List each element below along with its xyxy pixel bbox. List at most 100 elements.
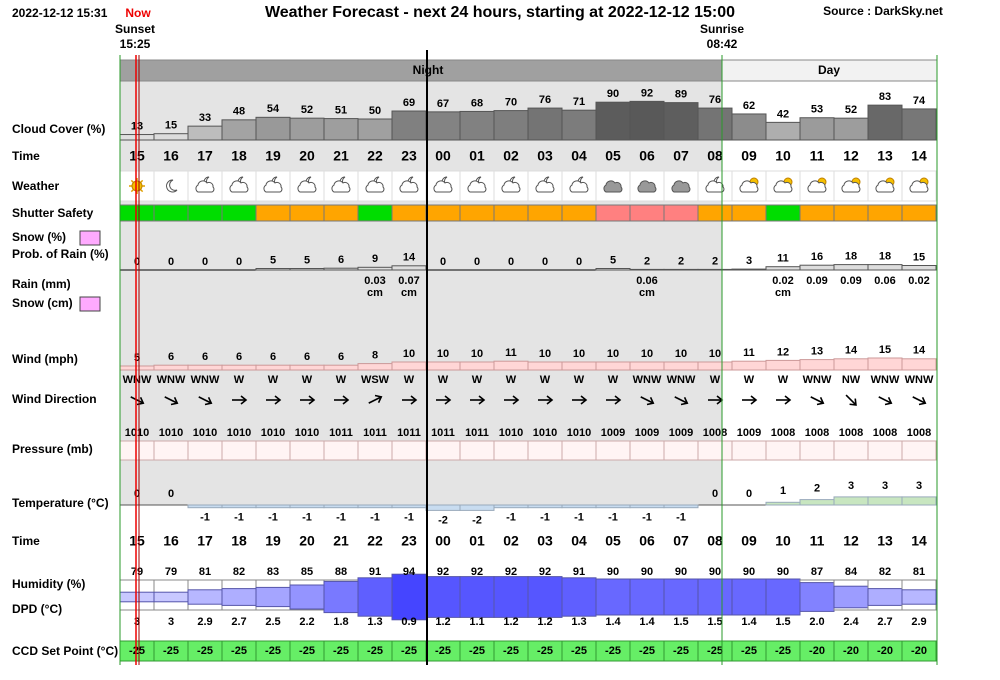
precip-bar xyxy=(323,267,359,271)
pressure-value: 1010 xyxy=(193,427,217,439)
timestamp: 2022-12-12 15:31 xyxy=(12,6,108,20)
ccd-value: -25 xyxy=(231,645,247,657)
humidity-bar xyxy=(595,578,631,616)
dpd-value: 1.2 xyxy=(503,616,518,628)
temp-bar xyxy=(833,496,869,506)
wind-arrow xyxy=(606,395,622,405)
wind-direction: W xyxy=(438,374,449,386)
dpd-value: 0.9 xyxy=(401,616,416,628)
temp-bar xyxy=(323,504,359,509)
wind-direction: W xyxy=(608,374,619,386)
row-label: Rain (mm) xyxy=(12,277,71,291)
cloud-bar xyxy=(153,133,189,141)
cloud-bar xyxy=(289,117,325,141)
hour: 08 xyxy=(707,148,723,164)
sunset-time: 15:25 xyxy=(120,37,151,51)
ccd-value: -25 xyxy=(163,645,179,657)
cloud-bar xyxy=(493,110,529,141)
humidity-value: 90 xyxy=(641,566,653,578)
cloud-bar xyxy=(901,108,937,141)
wind-direction: W xyxy=(506,374,517,386)
temp-value: -1 xyxy=(336,512,346,524)
arrow-head xyxy=(342,395,350,405)
hour: 02 xyxy=(503,533,519,549)
pressure-value: 1008 xyxy=(805,427,829,439)
title: Weather Forecast - next 24 hours, starti… xyxy=(265,4,735,21)
temp-value: -1 xyxy=(608,512,618,524)
ccd-value: -25 xyxy=(741,645,757,657)
pressure-value: 1010 xyxy=(499,427,523,439)
shutter-cell xyxy=(799,204,835,222)
shutter-cell xyxy=(765,204,801,222)
precip-value: 2 xyxy=(644,255,650,267)
cloud-value: 76 xyxy=(709,94,721,106)
wind-value: 14 xyxy=(845,345,858,357)
cloud-value: 62 xyxy=(743,100,755,112)
wind-direction: W xyxy=(574,374,585,386)
precip-bar xyxy=(697,268,733,271)
wind-bar xyxy=(425,361,461,371)
ccd-value: -25 xyxy=(537,645,553,657)
weather-icon xyxy=(433,176,453,193)
wind-arrow xyxy=(845,394,857,406)
hour: 18 xyxy=(231,533,247,549)
hour: 06 xyxy=(639,533,655,549)
arrow-shaft xyxy=(810,396,824,404)
temp-value: 0 xyxy=(712,488,718,500)
dpd-value: 3 xyxy=(168,616,174,628)
ccd-value: -25 xyxy=(503,645,519,657)
humidity-value: 88 xyxy=(335,566,347,578)
temp-value: 0 xyxy=(746,488,752,500)
precip-value: 9 xyxy=(372,253,378,265)
temp-bar xyxy=(867,496,903,506)
hour: 04 xyxy=(571,533,587,549)
weather-icon xyxy=(229,176,249,193)
temp-value: -2 xyxy=(472,514,482,526)
arrow-head xyxy=(274,395,282,405)
cloud-value: 76 xyxy=(539,94,551,106)
pressure-value: 1010 xyxy=(295,427,319,439)
cloud-shape xyxy=(467,180,487,193)
temp-value: 3 xyxy=(916,480,922,492)
hour: 05 xyxy=(605,148,621,164)
cloud-value: 74 xyxy=(913,95,926,107)
humidity-value: 81 xyxy=(199,566,211,578)
precip-value: 2 xyxy=(712,255,718,267)
wind-direction: W xyxy=(710,374,721,386)
cloud-bar xyxy=(765,121,801,141)
humidity-value: 91 xyxy=(573,566,585,578)
ccd-value: -25 xyxy=(265,645,281,657)
temp-value: -1 xyxy=(506,512,516,524)
temp-value: 0 xyxy=(134,488,140,500)
wind-direction: WNW xyxy=(123,374,152,386)
sun xyxy=(131,180,143,192)
dpd-value: 2.2 xyxy=(299,616,314,628)
arrow-head xyxy=(308,395,316,405)
cloud-shape xyxy=(671,180,691,193)
cloud-value: 83 xyxy=(879,91,891,103)
cloud-bar xyxy=(527,107,563,141)
precip-bar xyxy=(357,266,393,271)
arrow-head xyxy=(546,395,554,405)
temp-value: -1 xyxy=(370,512,380,524)
humidity-bar xyxy=(357,577,393,617)
precip-value: 2 xyxy=(678,255,684,267)
wind-direction: W xyxy=(744,374,755,386)
humidity-bar xyxy=(731,578,767,616)
row-label: Prob. of Rain (%) xyxy=(12,247,109,261)
shutter-cell xyxy=(425,204,461,222)
pressure-cell xyxy=(561,440,597,461)
humidity-value: 90 xyxy=(777,566,789,578)
weather-icon xyxy=(467,176,487,193)
wind-value: 8 xyxy=(372,350,378,362)
humidity-bar xyxy=(663,578,699,616)
day-label: Day xyxy=(818,63,840,77)
cloud-bar xyxy=(731,113,767,141)
wind-bar xyxy=(493,360,529,371)
rain-value: 0.03 xyxy=(364,275,385,287)
hour: 10 xyxy=(775,148,791,164)
cloud-shape xyxy=(875,180,895,193)
hour: 07 xyxy=(673,533,689,549)
humidity-bar xyxy=(459,576,495,618)
humidity-bar xyxy=(425,576,461,618)
